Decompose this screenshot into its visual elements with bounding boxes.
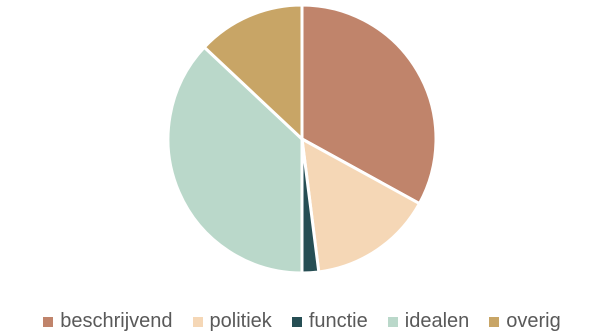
legend-item-beschrijvend: beschrijvend (43, 310, 173, 333)
legend-item-functie: functie (291, 310, 368, 333)
pie-slice-idealen (166, 45, 304, 275)
legend-label: overig (506, 310, 561, 332)
legend-swatch (192, 316, 203, 327)
legend-swatch (387, 316, 398, 327)
legend-label: politiek (209, 310, 272, 332)
legend-item-idealen: idealen (387, 310, 470, 333)
legend-item-politiek: politiek (192, 310, 272, 333)
legend-label: idealen (404, 310, 470, 332)
pie-slice-beschrijvend (300, 3, 438, 206)
legend-item-overig: overig (489, 310, 561, 333)
legend-label: beschrijvend (60, 310, 173, 332)
legend-swatch (291, 316, 302, 327)
pie-slice-overig (202, 3, 304, 141)
pie-slice-politiek (300, 137, 421, 274)
legend-label: functie (308, 310, 368, 332)
legend-swatch (43, 316, 54, 327)
legend-swatch (489, 316, 500, 327)
pie-plot-area (166, 3, 438, 275)
legend: beschrijvend politiek functie idealen overig (0, 310, 604, 333)
